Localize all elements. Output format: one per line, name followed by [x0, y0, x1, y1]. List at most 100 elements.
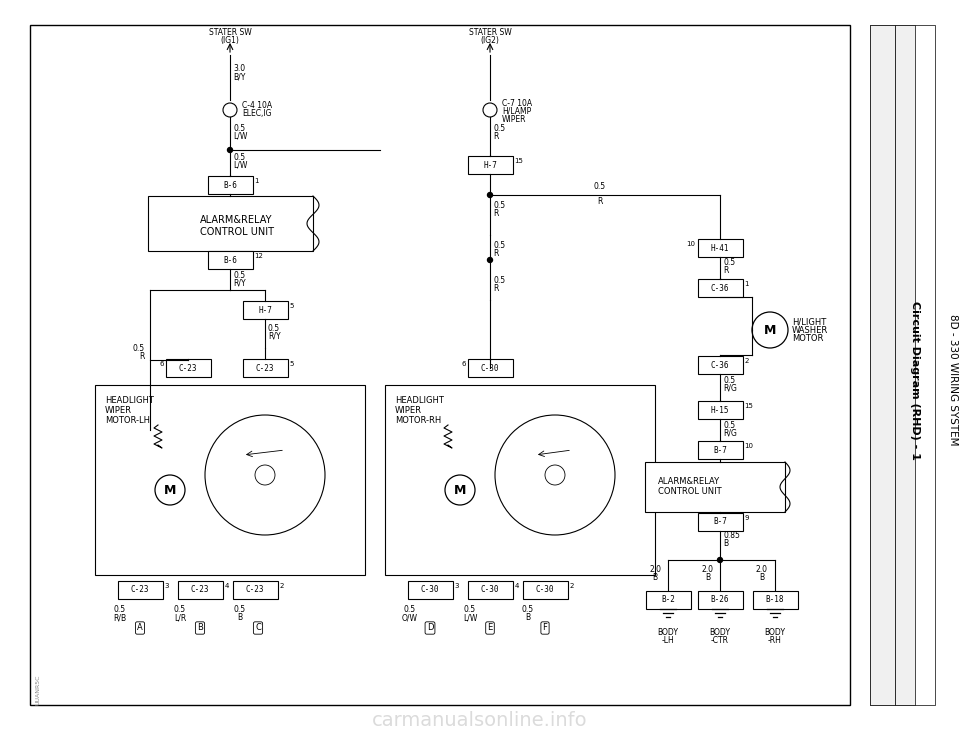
Text: L/W: L/W: [463, 614, 477, 623]
Text: 0.5: 0.5: [594, 182, 606, 191]
FancyBboxPatch shape: [165, 359, 210, 377]
FancyBboxPatch shape: [698, 279, 742, 297]
Text: 0.5: 0.5: [723, 257, 735, 266]
Text: WIPER: WIPER: [395, 405, 422, 415]
Text: C-23: C-23: [191, 585, 209, 594]
Text: 0.5: 0.5: [404, 605, 416, 614]
FancyBboxPatch shape: [698, 591, 742, 609]
Text: WIPER: WIPER: [502, 114, 526, 123]
Text: B-2: B-2: [661, 596, 675, 605]
Text: 5: 5: [290, 361, 294, 367]
Circle shape: [488, 257, 492, 263]
Text: carmanualsonline.info: carmanualsonline.info: [372, 711, 588, 729]
Text: H-15: H-15: [710, 405, 730, 415]
Text: L/W: L/W: [233, 131, 248, 140]
Text: B: B: [525, 614, 531, 623]
Text: B-18: B-18: [766, 596, 784, 605]
FancyBboxPatch shape: [753, 591, 798, 609]
Text: STATER SW: STATER SW: [468, 28, 512, 37]
FancyBboxPatch shape: [207, 176, 252, 194]
Text: MOTOR-RH: MOTOR-RH: [395, 416, 442, 424]
Text: F: F: [542, 623, 547, 632]
Text: 0.5: 0.5: [493, 240, 505, 249]
Text: B-7: B-7: [713, 517, 727, 527]
Text: R: R: [493, 283, 498, 292]
Text: 2.0: 2.0: [702, 565, 714, 574]
Text: (IG1): (IG1): [221, 36, 239, 45]
Text: B-6: B-6: [223, 255, 237, 264]
Text: HEADLIGHT: HEADLIGHT: [395, 395, 444, 404]
Text: C-36: C-36: [710, 361, 730, 370]
Text: R/G: R/G: [723, 428, 737, 438]
Text: B: B: [653, 574, 658, 582]
Text: R/Y: R/Y: [268, 332, 280, 341]
Text: 0.5: 0.5: [493, 200, 505, 209]
Text: WASHER: WASHER: [792, 326, 828, 335]
Text: R/G: R/G: [723, 384, 737, 393]
Circle shape: [717, 557, 723, 562]
FancyBboxPatch shape: [698, 441, 742, 459]
Text: 1: 1: [254, 178, 259, 184]
Text: BODY: BODY: [709, 628, 731, 637]
Text: 0.5: 0.5: [493, 275, 505, 284]
FancyBboxPatch shape: [468, 359, 513, 377]
Text: 0.5: 0.5: [233, 271, 245, 280]
Text: B: B: [706, 574, 710, 582]
Text: 15: 15: [745, 403, 754, 409]
Text: H/LAMP: H/LAMP: [502, 107, 531, 116]
Text: 0.5: 0.5: [522, 605, 534, 614]
Text: C-30: C-30: [481, 585, 499, 594]
Text: B: B: [197, 623, 203, 632]
FancyBboxPatch shape: [468, 581, 513, 599]
FancyBboxPatch shape: [468, 156, 513, 174]
Text: 0.5: 0.5: [723, 375, 735, 384]
Text: 0.5: 0.5: [723, 421, 735, 430]
Text: A: A: [137, 623, 143, 632]
FancyBboxPatch shape: [698, 239, 742, 257]
Text: 9: 9: [745, 515, 749, 521]
Text: R: R: [139, 352, 145, 361]
Text: C-23: C-23: [255, 364, 275, 372]
Text: 8D - 330 WIRING SYSTEM: 8D - 330 WIRING SYSTEM: [948, 315, 958, 446]
FancyBboxPatch shape: [870, 25, 935, 705]
Text: C-30: C-30: [536, 585, 554, 594]
Text: R: R: [493, 209, 498, 217]
Text: R: R: [493, 131, 498, 140]
Text: 3: 3: [454, 583, 459, 589]
Text: 0.5: 0.5: [114, 605, 126, 614]
Text: HEADLIGHT: HEADLIGHT: [105, 395, 154, 404]
Text: 0.5: 0.5: [132, 344, 145, 352]
Circle shape: [488, 192, 492, 197]
Text: H/LIGHT: H/LIGHT: [792, 318, 827, 326]
Text: -RH: -RH: [768, 636, 782, 645]
Text: 0.5: 0.5: [234, 605, 246, 614]
Text: ELEC,IG: ELEC,IG: [242, 108, 272, 117]
Text: R: R: [597, 197, 603, 206]
Text: MOTOR: MOTOR: [792, 333, 824, 343]
Text: C-4 10A: C-4 10A: [242, 100, 272, 110]
Text: C-30: C-30: [420, 585, 440, 594]
Text: C-7 10A: C-7 10A: [502, 99, 532, 108]
Text: B-6: B-6: [223, 180, 237, 189]
Text: R: R: [493, 249, 498, 257]
Text: C-36: C-36: [710, 283, 730, 292]
Text: 15: 15: [515, 158, 523, 164]
Text: 6: 6: [159, 361, 163, 367]
Text: 2.0: 2.0: [756, 565, 768, 574]
Text: BODY: BODY: [658, 628, 679, 637]
Text: D: D: [427, 623, 433, 632]
Text: 2: 2: [745, 358, 749, 364]
Text: L/W: L/W: [233, 160, 248, 169]
Text: B: B: [759, 574, 764, 582]
Text: 10: 10: [686, 241, 695, 247]
Text: C-23: C-23: [246, 585, 264, 594]
Text: M: M: [764, 324, 777, 337]
FancyBboxPatch shape: [95, 385, 365, 575]
Text: -CTR: -CTR: [711, 636, 729, 645]
Text: 3.0: 3.0: [233, 64, 245, 73]
Text: 4: 4: [515, 583, 518, 589]
FancyBboxPatch shape: [645, 591, 690, 609]
Text: CONTROL UNIT: CONTROL UNIT: [200, 227, 274, 237]
Text: H-41: H-41: [710, 243, 730, 252]
FancyBboxPatch shape: [895, 25, 915, 705]
